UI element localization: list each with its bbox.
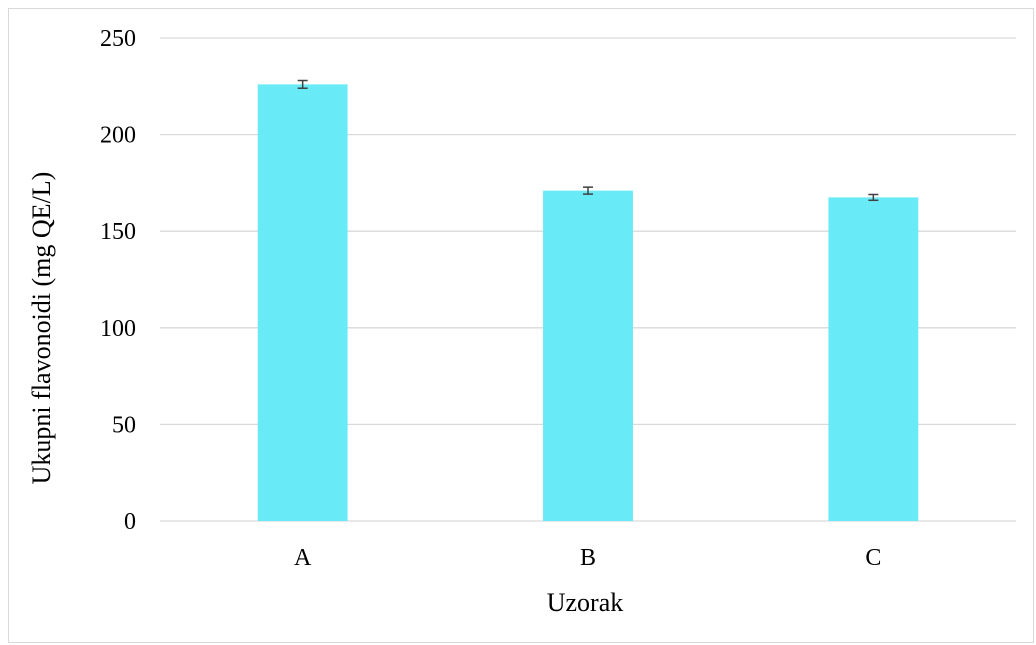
error-bar-A	[297, 79, 308, 89]
bar-A	[257, 84, 348, 522]
error-bars	[297, 79, 879, 202]
y-tick-label-100: 100	[100, 316, 136, 342]
y-tick-label-150: 150	[100, 219, 136, 245]
y-tick-label-50: 50	[112, 412, 136, 438]
y-tick-label-0: 0	[124, 509, 136, 535]
x-axis-title: Uzorak	[547, 588, 624, 617]
x-axis-ticks: A B C	[294, 545, 881, 571]
y-axis-ticks: 0 50 100 150 200 250	[100, 26, 136, 535]
x-tick-label-A: A	[294, 545, 312, 571]
error-bar-B	[583, 186, 593, 195]
error-bar-C	[868, 193, 879, 202]
y-axis-title: Ukupni flavonoidi (mg QE/L)	[27, 172, 56, 485]
x-tick-label-C: C	[865, 545, 881, 571]
y-tick-label-200: 200	[100, 123, 136, 149]
y-tick-label-250: 250	[100, 26, 136, 52]
bar-C	[828, 197, 919, 521]
x-tick-label-B: B	[580, 545, 596, 571]
bar-B	[543, 190, 633, 522]
bars	[257, 84, 919, 522]
